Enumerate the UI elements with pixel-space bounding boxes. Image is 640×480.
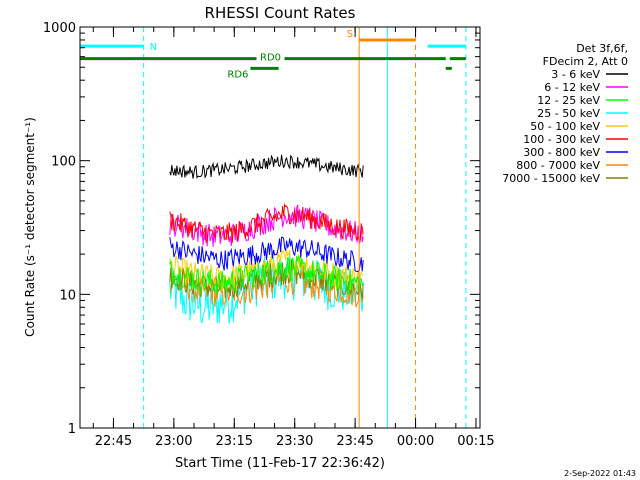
- series-line: [169, 249, 364, 293]
- y-tick-label: 1000: [43, 21, 76, 36]
- y-tick-label: 10: [59, 288, 76, 303]
- series-line: [169, 255, 364, 296]
- legend-entry-label: 6 - 12 keV: [544, 81, 600, 94]
- series-line: [169, 236, 364, 272]
- legend-entry-label: 3 - 6 keV: [551, 68, 600, 81]
- y-tick-label: 1: [68, 422, 76, 437]
- legend-entry-label: 100 - 300 keV: [523, 133, 600, 146]
- x-tick-label: 23:00: [155, 434, 192, 449]
- flag-label: RD0: [260, 53, 281, 64]
- legend-entry-label: 300 - 800 keV: [523, 146, 600, 159]
- flag-label: RD6: [227, 69, 248, 80]
- series-line: [169, 203, 364, 243]
- footer-timestamp: 2-Sep-2022 01:43: [564, 469, 636, 478]
- legend-entry-label: 25 - 50 keV: [537, 107, 600, 120]
- chart-title: RHESSI Count Rates: [205, 4, 356, 22]
- legend-entry-label: 7000 - 15000 keV: [502, 172, 600, 185]
- legend-entry-label: 800 - 7000 keV: [516, 159, 600, 172]
- y-axis-label: Count Rate (s⁻¹ detector segment⁻¹): [23, 117, 37, 337]
- x-tick-label: 22:45: [95, 434, 132, 449]
- series-line: [169, 154, 364, 179]
- legend-header-line-1: Det 3f,6f,: [576, 42, 628, 55]
- x-axis-label: Start Time (11-Feb-17 22:36:42): [175, 456, 385, 471]
- flag-label-bg: [256, 52, 285, 63]
- series-line: [169, 251, 364, 324]
- y-tick-label: 100: [51, 155, 76, 170]
- x-tick-label: 23:45: [336, 434, 373, 449]
- legend-entry-label: 50 - 100 keV: [530, 120, 600, 133]
- legend-header-line-2: FDecim 2, Att 0: [543, 55, 628, 68]
- x-tick-label: 23:30: [276, 434, 313, 449]
- x-tick-label: 23:15: [216, 434, 253, 449]
- x-tick-label: 00:00: [397, 434, 434, 449]
- flag-label: N: [150, 42, 157, 53]
- flag-label: S: [347, 29, 353, 40]
- x-tick-label: 00:15: [457, 434, 494, 449]
- plot-frame: [79, 26, 481, 429]
- legend-entry-label: 12 - 25 keV: [537, 94, 600, 107]
